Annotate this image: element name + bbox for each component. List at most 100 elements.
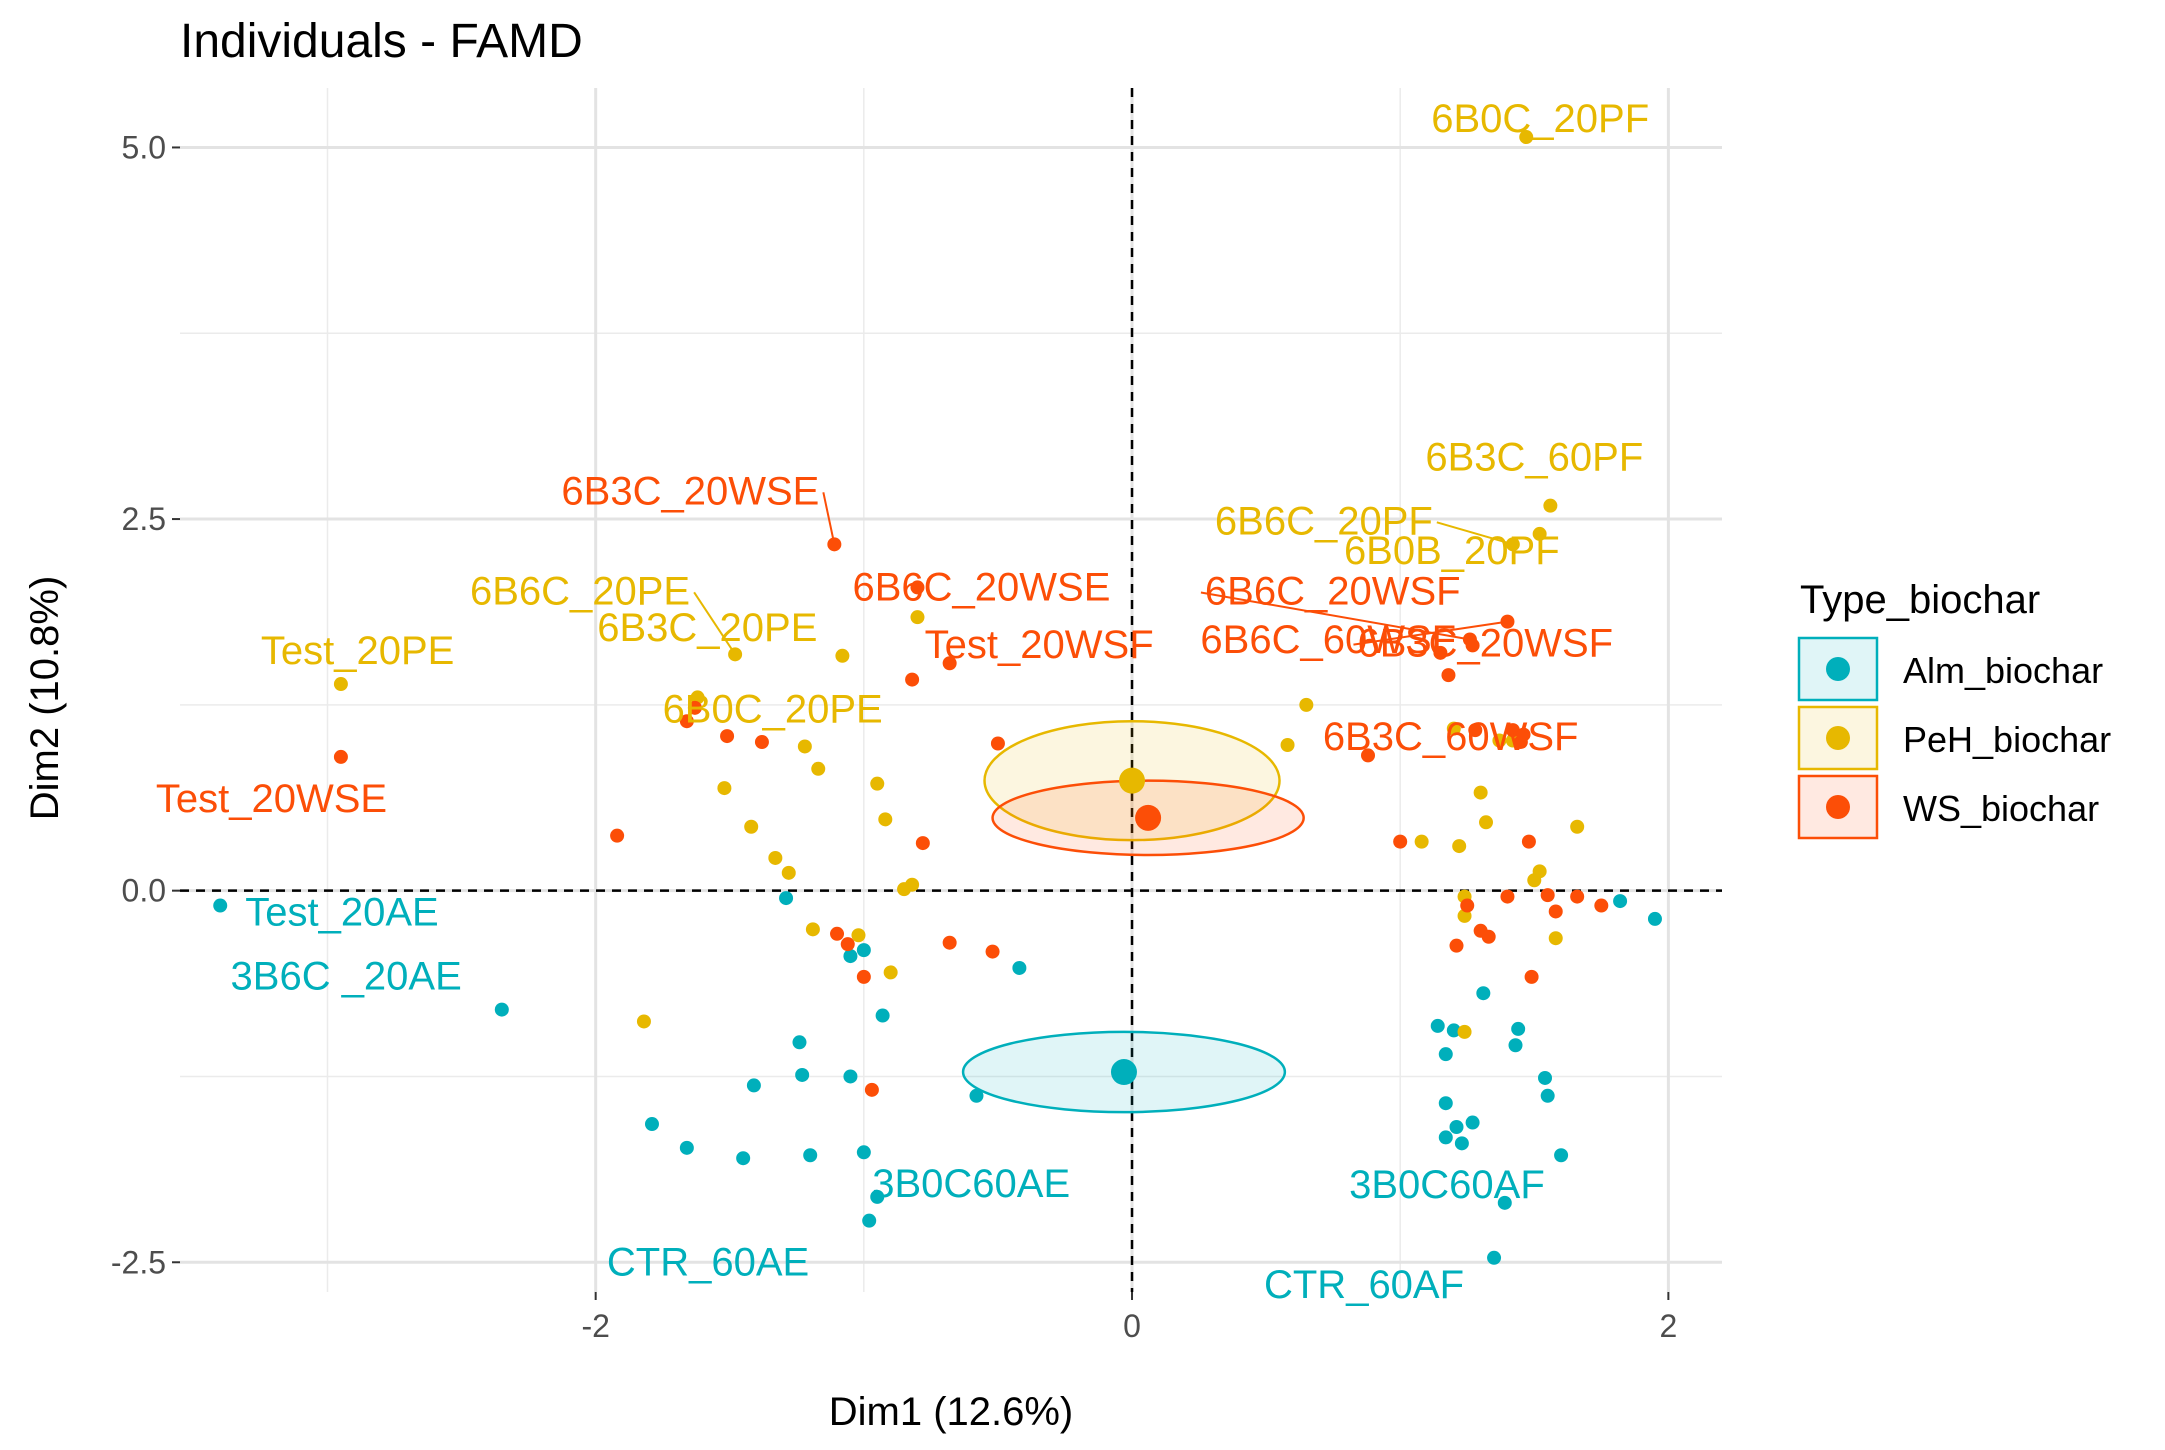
point-label-alm-biochar-3: CTR_60AE: [607, 1241, 809, 1285]
point-peh-biochar-34: [1532, 864, 1547, 879]
point-peh-biochar-9: [805, 922, 820, 937]
point-ws-biochar-30: [1500, 614, 1515, 629]
point-alm-biochar-29: [1497, 1195, 1512, 1210]
legend-label-peh-biochar: PeH_biochar: [1903, 719, 2111, 760]
point-peh-biochar-21: [1414, 834, 1429, 849]
leader-ws-biochar-0: [822, 492, 836, 545]
point-alm-biochar-23: [1446, 1023, 1461, 1038]
point-alm-biochar-27: [1476, 986, 1491, 1001]
point-peh-biochar-38: [1570, 819, 1585, 834]
point-alm-biochar-0: [213, 898, 228, 913]
legend-entries: Alm_biochar PeH_biochar WS_biochar: [1797, 636, 2111, 840]
point-label-peh-biochar-6: Test_20PE: [261, 629, 454, 673]
y-tick-label-0: -2.5: [111, 1244, 166, 1280]
point-peh-biochar-29: [1492, 733, 1507, 748]
point-ws-biochar-2: [679, 714, 694, 729]
point-label-ws-biochar-4: 6B6C_20WSF: [1205, 569, 1461, 613]
point-peh-biochar-32: [1519, 130, 1534, 145]
point-alm-biochar-18: [1012, 960, 1027, 975]
point-labels: Test_20AE 3B6C _20AE 3B0C60AE CTR_60AE 3B0C6…: [156, 97, 1649, 1307]
point-label-alm-biochar-1: 3B6C _20AE: [231, 955, 462, 999]
point-peh-biochar-27: [1473, 785, 1488, 800]
point-peh-biochar-15: [883, 965, 898, 980]
point-alm-biochar-7: [792, 1035, 807, 1050]
x-tick-label-2: 2: [1659, 1308, 1677, 1344]
point-label-ws-biochar-6: 6B6C_60WSF: [1200, 618, 1456, 662]
leader-ws-biochar-5: [1353, 620, 1508, 646]
point-alm-biochar-12: [856, 943, 871, 958]
y-tick-label-3: 5.0: [122, 129, 166, 165]
point-peh-biochar-10: [811, 761, 826, 776]
group-centroids: [1110, 767, 1162, 1086]
centroid-peh-biochar: [1119, 767, 1146, 794]
point-label-ws-biochar-7: 6B3C_60WSF: [1323, 715, 1579, 759]
point-alm-biochar-16: [875, 1008, 890, 1023]
point-peh-biochar-37: [1548, 931, 1563, 946]
point-peh-biochar-35: [1532, 526, 1547, 541]
point-ws-biochar-10: [864, 1082, 879, 1097]
point-alm-biochar-34: [1554, 1148, 1569, 1163]
point-peh-biochar-13: [870, 776, 885, 791]
x-tick-label-1: 0: [1123, 1308, 1141, 1344]
point-alm-biochar-1: [494, 1002, 509, 1017]
point-alm-biochar-33: [1540, 1088, 1555, 1103]
point-ws-biochar-28: [1481, 929, 1496, 944]
legend-dot-peh-biochar: [1826, 726, 1850, 750]
point-label-peh-biochar-5: 6B3C_20PE: [597, 606, 817, 650]
point-peh-biochar-5: [744, 819, 759, 834]
x-tick-label-0: -2: [581, 1308, 609, 1344]
point-peh-biochar-12: [851, 928, 866, 943]
point-peh-biochar-20: [1299, 697, 1314, 712]
point-label-ws-biochar-1: 6B6C_20WSE: [852, 565, 1110, 609]
legend-label-ws-biochar: WS_biochar: [1903, 788, 2099, 829]
point-alm-biochar-21: [1438, 1096, 1453, 1111]
point-ws-biochar-33: [1516, 727, 1531, 742]
point-ws-biochar-23: [1460, 898, 1475, 913]
point-ws-biochar-7: [830, 926, 845, 941]
point-label-peh-biochar-4: 6B6C_20PE: [470, 569, 690, 613]
point-peh-biochar-36: [1543, 498, 1558, 513]
point-ws-biochar-14: [942, 935, 957, 950]
point-label-alm-biochar-0: Test_20AE: [245, 891, 438, 935]
point-ws-biochar-25: [1465, 638, 1480, 653]
point-ws-biochar-15: [942, 656, 957, 671]
point-ws-biochar-3: [687, 700, 702, 715]
point-peh-biochar-26: [1457, 1024, 1472, 1039]
point-peh-biochar-19: [1280, 737, 1295, 752]
legend-dot-ws-biochar: [1826, 795, 1850, 819]
point-ws-biochar-17: [990, 736, 1005, 751]
point-alm-biochar-17: [969, 1088, 984, 1103]
point-ws-biochar-6: [827, 537, 842, 552]
point-alm-biochar-4: [736, 1151, 751, 1166]
y-tick-label-2: 2.5: [122, 501, 166, 537]
point-peh-biochar-28: [1479, 815, 1494, 830]
leader-peh-biochar-4: [693, 591, 736, 655]
x-axis-ticks: -2 0 2: [581, 1292, 1677, 1344]
point-alm-biochar-20: [1438, 1047, 1453, 1062]
point-alm-biochar-25: [1454, 1136, 1469, 1151]
leader-peh-biochar-2: [1436, 521, 1514, 546]
point-alm-biochar-31: [1511, 1021, 1526, 1036]
point-label-ws-biochar-2: Test_20WSF: [925, 623, 1154, 667]
point-label-peh-biochar-2: 6B6C_20PF: [1215, 499, 1433, 543]
label-connectors: [693, 492, 1514, 655]
point-alm-biochar-14: [862, 1213, 877, 1228]
point-ws-biochar-22: [1449, 938, 1464, 953]
point-ws-biochar-18: [1361, 748, 1376, 763]
point-ws-biochar-0: [333, 749, 348, 764]
point-ws-biochar-16: [985, 944, 1000, 959]
chart-title: Individuals - FAMD: [180, 15, 583, 68]
point-label-ws-biochar-5: 6B3C_20WSF: [1357, 622, 1613, 666]
point-ws-biochar-8: [840, 937, 855, 952]
point-alm-biochar-32: [1538, 1070, 1553, 1085]
point-alm-biochar-30: [1508, 1038, 1523, 1053]
legend: Type_biochar Alm_biochar PeH_biochar WS_bi…: [1797, 578, 2111, 840]
plot-area: Test_20AE 3B6C _20AE 3B0C60AE CTR_60AE 3B0C6…: [156, 88, 1722, 1307]
point-label-alm-biochar-4: 3B0C60AF: [1349, 1163, 1545, 1207]
point-label-ws-biochar-0: 6B3C_20WSE: [561, 469, 819, 513]
point-peh-biochar-22: [1452, 839, 1467, 854]
point-peh-biochar-11: [835, 648, 850, 663]
point-alm-biochar-26: [1465, 1115, 1480, 1130]
point-label-peh-biochar-0: 6B0C_20PF: [1431, 97, 1649, 141]
point-peh-biochar-3: [717, 781, 732, 796]
